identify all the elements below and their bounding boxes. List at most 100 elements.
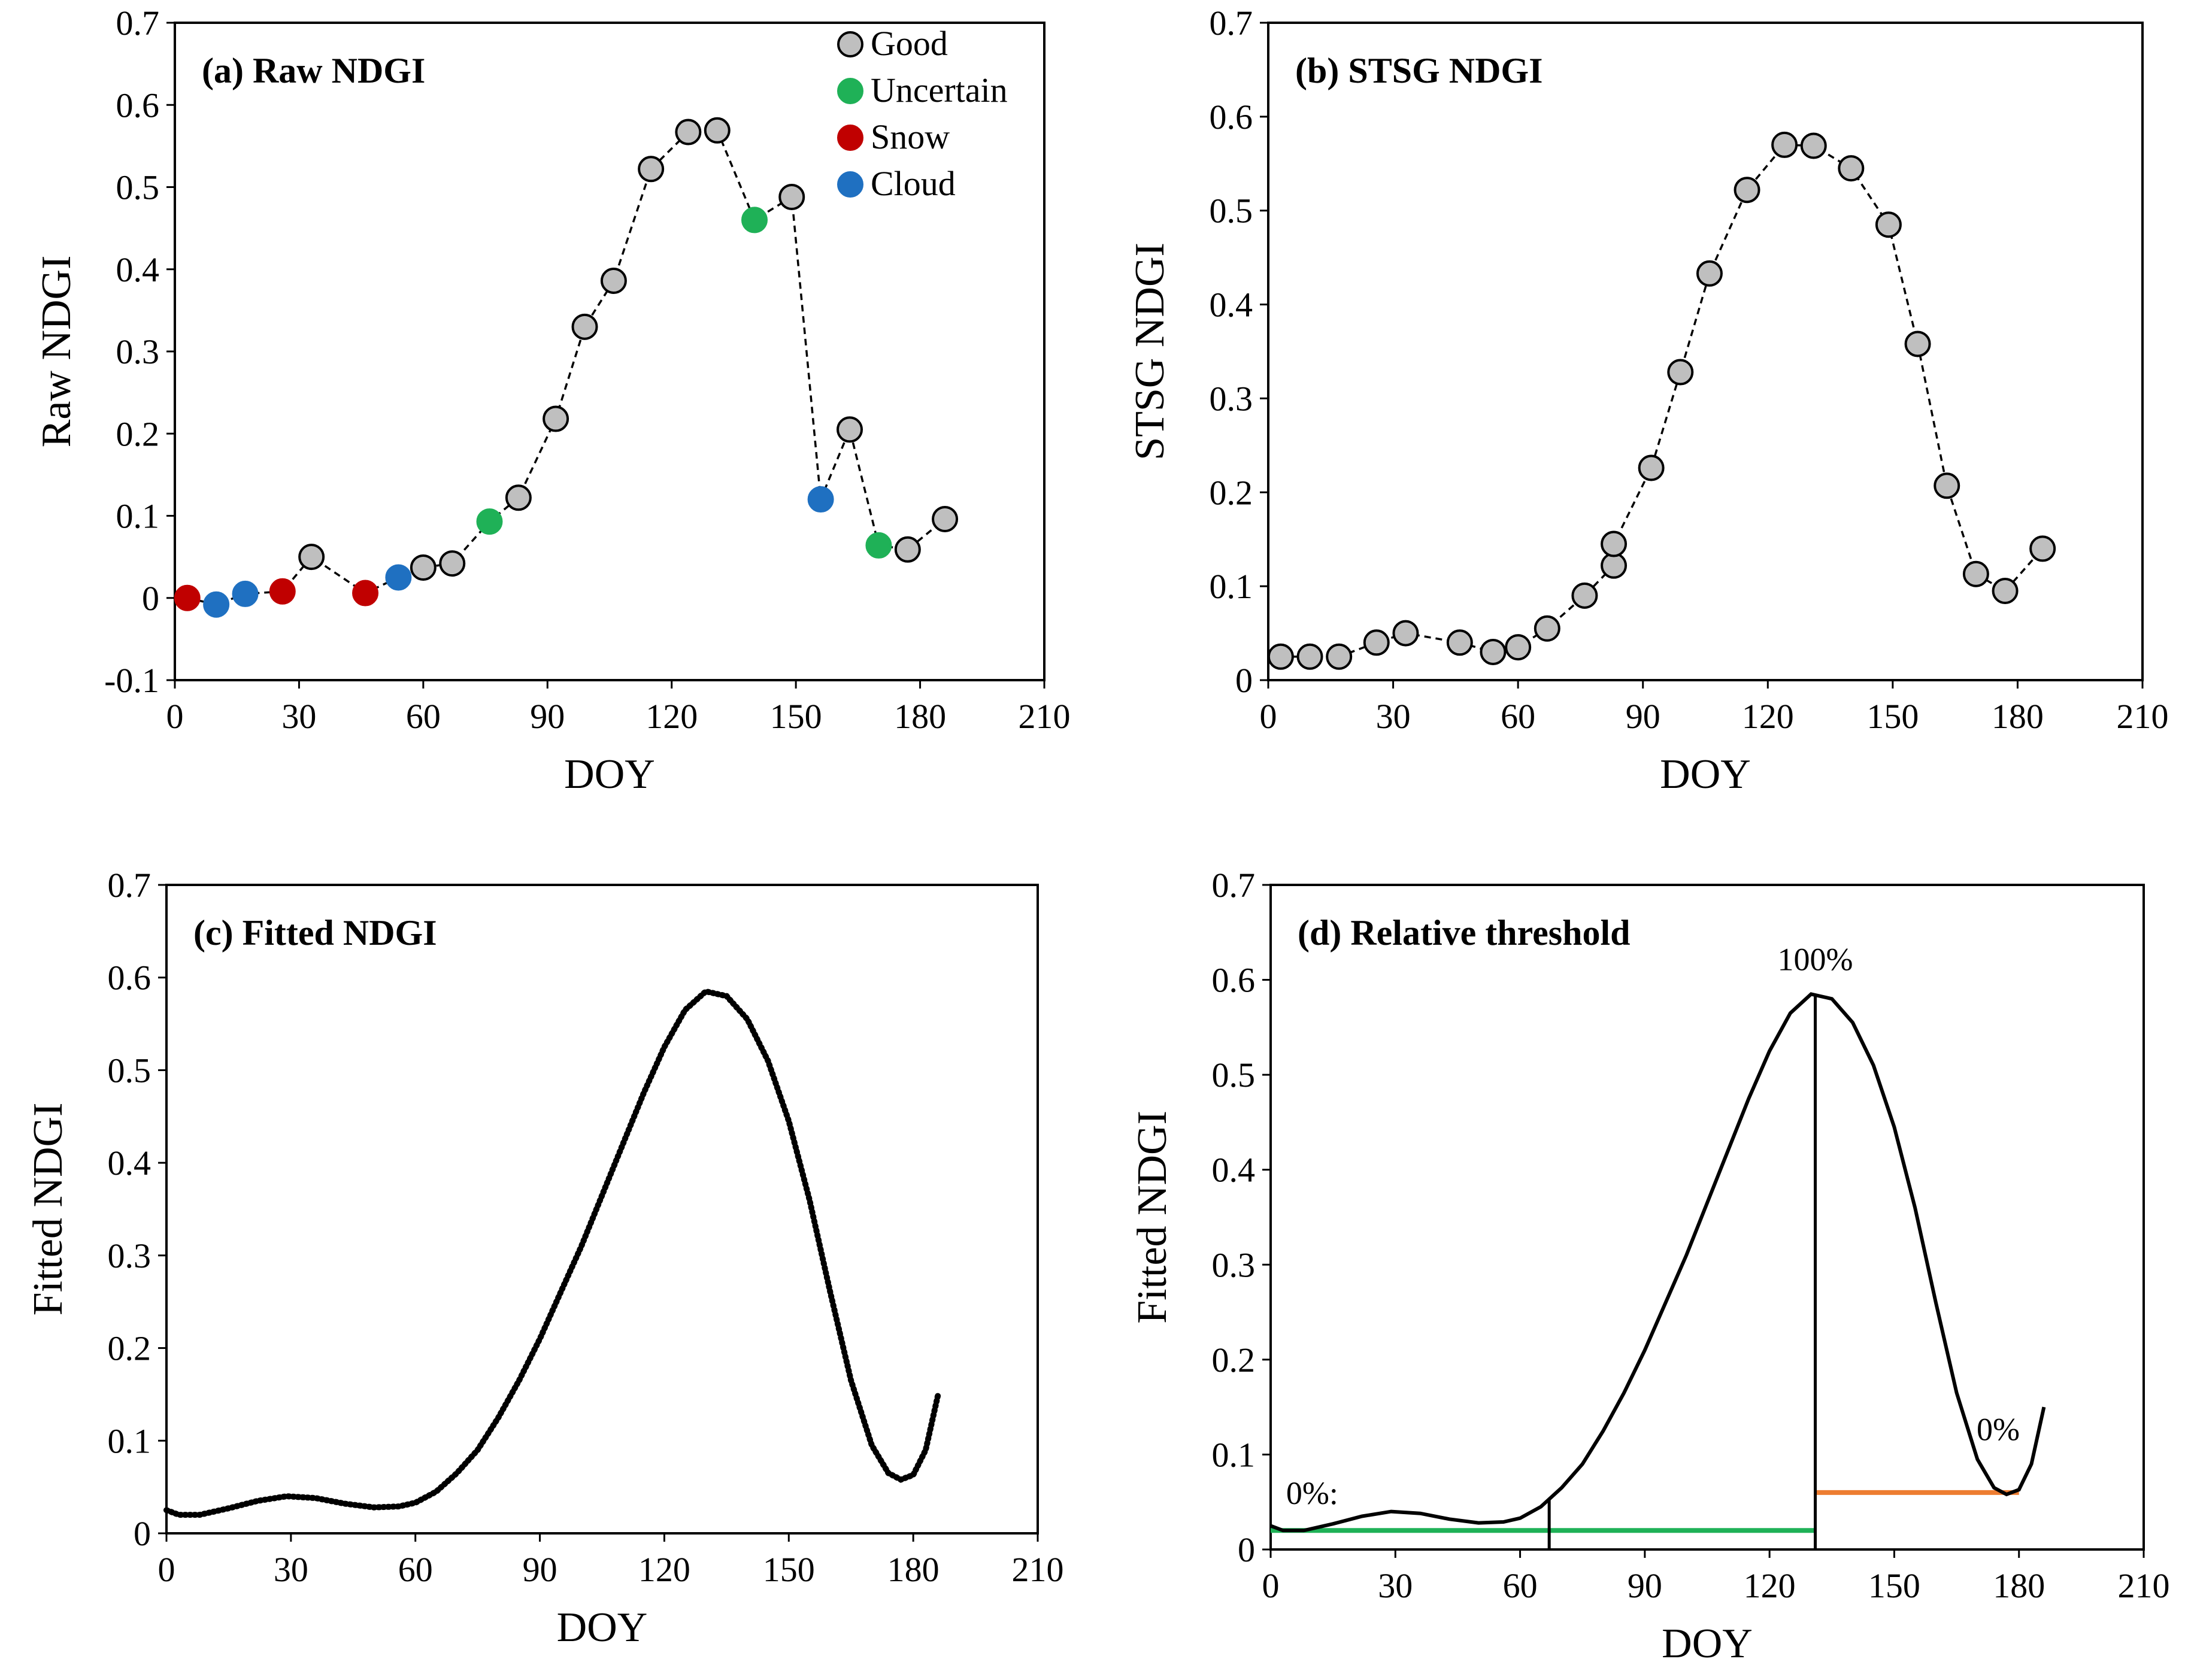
data-point-cloud [203, 591, 230, 618]
data-point-good [571, 313, 598, 340]
y-tick-label: 0.4 [1212, 1151, 1256, 1190]
data-point-good [1480, 638, 1507, 665]
data-point-good [704, 117, 731, 144]
legend-marker-snow [837, 125, 863, 151]
y-axis-label: Raw NDGI [34, 256, 80, 448]
y-tick-label: 0.1 [1212, 1435, 1256, 1474]
x-tick-label: 60 [398, 1550, 433, 1589]
panel-c-fitted-ndgi: 0 30 60 90 120 150 180 210 0 0.1 0.2 0.3 0.4 0.5 0.6 0.… [25, 866, 1064, 1651]
x-tick-label: 210 [2117, 697, 2169, 736]
x-tick-label: 210 [1019, 697, 1071, 736]
data-point-good [410, 554, 437, 581]
y-tick-label: 0.6 [116, 86, 160, 125]
data-point-good [778, 183, 805, 210]
x-tick-label: 90 [1626, 697, 1660, 736]
x-tick-label: 120 [1744, 1566, 1796, 1605]
x-tick-label: 210 [2118, 1566, 2170, 1605]
series-line [187, 129, 946, 606]
data-point-good [1992, 577, 2019, 604]
legend-label-snow: Snow [871, 117, 950, 156]
data-point-uncertain [476, 508, 503, 535]
fitted-curve-markers [163, 988, 941, 1518]
data-point-good [439, 550, 466, 577]
x-tick-label: 90 [530, 697, 565, 736]
x-tick-label: 0 [166, 697, 184, 736]
x-tick-label: 60 [1503, 1566, 1538, 1605]
legend-marker-uncertain [837, 78, 863, 104]
x-tick-label: 180 [1992, 697, 2044, 736]
data-point-good [1667, 359, 1694, 386]
data-point-good [2029, 535, 2056, 562]
data-point-good [638, 156, 665, 183]
y-tick-label: 0.7 [116, 4, 160, 43]
data-point-good [1505, 634, 1532, 661]
data-point-cloud [385, 564, 412, 591]
y-tick-label: 0.3 [108, 1236, 151, 1275]
data-point-good [837, 416, 863, 443]
y-tick-label: 0.2 [116, 414, 160, 453]
data-point-good [1962, 560, 1989, 587]
data-point-snow [352, 580, 379, 607]
y-tick-label: 0.5 [1210, 192, 1253, 231]
fitted-curve [1269, 992, 2046, 1533]
x-tick-label: 150 [1868, 1566, 1920, 1605]
data-point-good [894, 536, 921, 563]
data-point-good [1638, 454, 1665, 481]
data-point-good [505, 484, 532, 511]
data-point-good [1534, 615, 1560, 642]
x-tick-label: 120 [646, 697, 698, 736]
y-tick-label: 0.6 [1210, 98, 1253, 137]
x-tick-label: 150 [770, 697, 822, 736]
data-point-good [1601, 530, 1628, 557]
y-axis-label: Fitted NDGI [25, 1103, 71, 1316]
panel-b-stsg-ndgi: 0 30 60 90 120 150 180 210 0 0.1 0.2 0.3 0.4 0.5 0.6 0.… [1127, 4, 2169, 797]
x-tick-label: 30 [1378, 1566, 1413, 1605]
data-point-good [1446, 629, 1473, 656]
data-point-snow [269, 578, 296, 605]
x-axis-label: DOY [1660, 751, 1751, 797]
panel-title: (b) STSG NDGI [1295, 51, 1543, 90]
y-tick-label: 0.7 [1212, 866, 1256, 905]
legend-label-good: Good [871, 24, 948, 63]
y-tick-label: 0.1 [116, 497, 160, 536]
y-tick-label: 0.6 [1212, 961, 1256, 1000]
data-point-good [1904, 330, 1931, 357]
y-tick-label: 0.7 [1210, 4, 1253, 43]
data-point-cloud [232, 580, 259, 607]
data-point-good [1734, 177, 1760, 204]
y-tick-label: 0.2 [1210, 473, 1253, 512]
y-tick-label: 0.1 [1210, 567, 1253, 606]
x-axis-label: DOY [564, 751, 655, 797]
plot-frame [1267, 22, 2144, 681]
data-point-good [1696, 260, 1723, 287]
x-axis-label: DOY [557, 1605, 648, 1651]
annotation-label: 0%: [1286, 1475, 1338, 1511]
x-tick-label: 180 [1993, 1566, 2045, 1605]
data-point-good [1392, 620, 1419, 647]
y-tick-label: 0 [134, 1514, 151, 1553]
data-point-uncertain [741, 207, 768, 233]
x-tick-label: 0 [1262, 1566, 1280, 1605]
x-tick-label: 0 [158, 1550, 175, 1589]
data-point-uncertain [865, 532, 892, 559]
y-tick-label: 0.6 [108, 959, 151, 997]
data-point-good [298, 544, 325, 571]
y-tick-label: 0.3 [1212, 1245, 1256, 1284]
data-point-good [600, 267, 627, 294]
annotation-label: 100% [1778, 942, 1853, 978]
data-point-good [1771, 131, 1798, 158]
y-tick-label: 0.2 [1212, 1341, 1256, 1379]
x-tick-label: 120 [1742, 697, 1794, 736]
data-point-good [1296, 643, 1323, 670]
data-point-good [1601, 552, 1628, 579]
y-tick-label: 0 [142, 579, 159, 618]
data-point-good [932, 505, 959, 532]
x-tick-label: 90 [1628, 1566, 1662, 1605]
x-tick-label: 60 [1501, 697, 1535, 736]
x-tick-label: 120 [638, 1550, 690, 1589]
data-point-good [1838, 155, 1865, 182]
y-tick-label: -0.1 [104, 661, 159, 700]
annotation-label: 0% [1977, 1412, 2020, 1448]
plot-frame [165, 884, 1039, 1535]
